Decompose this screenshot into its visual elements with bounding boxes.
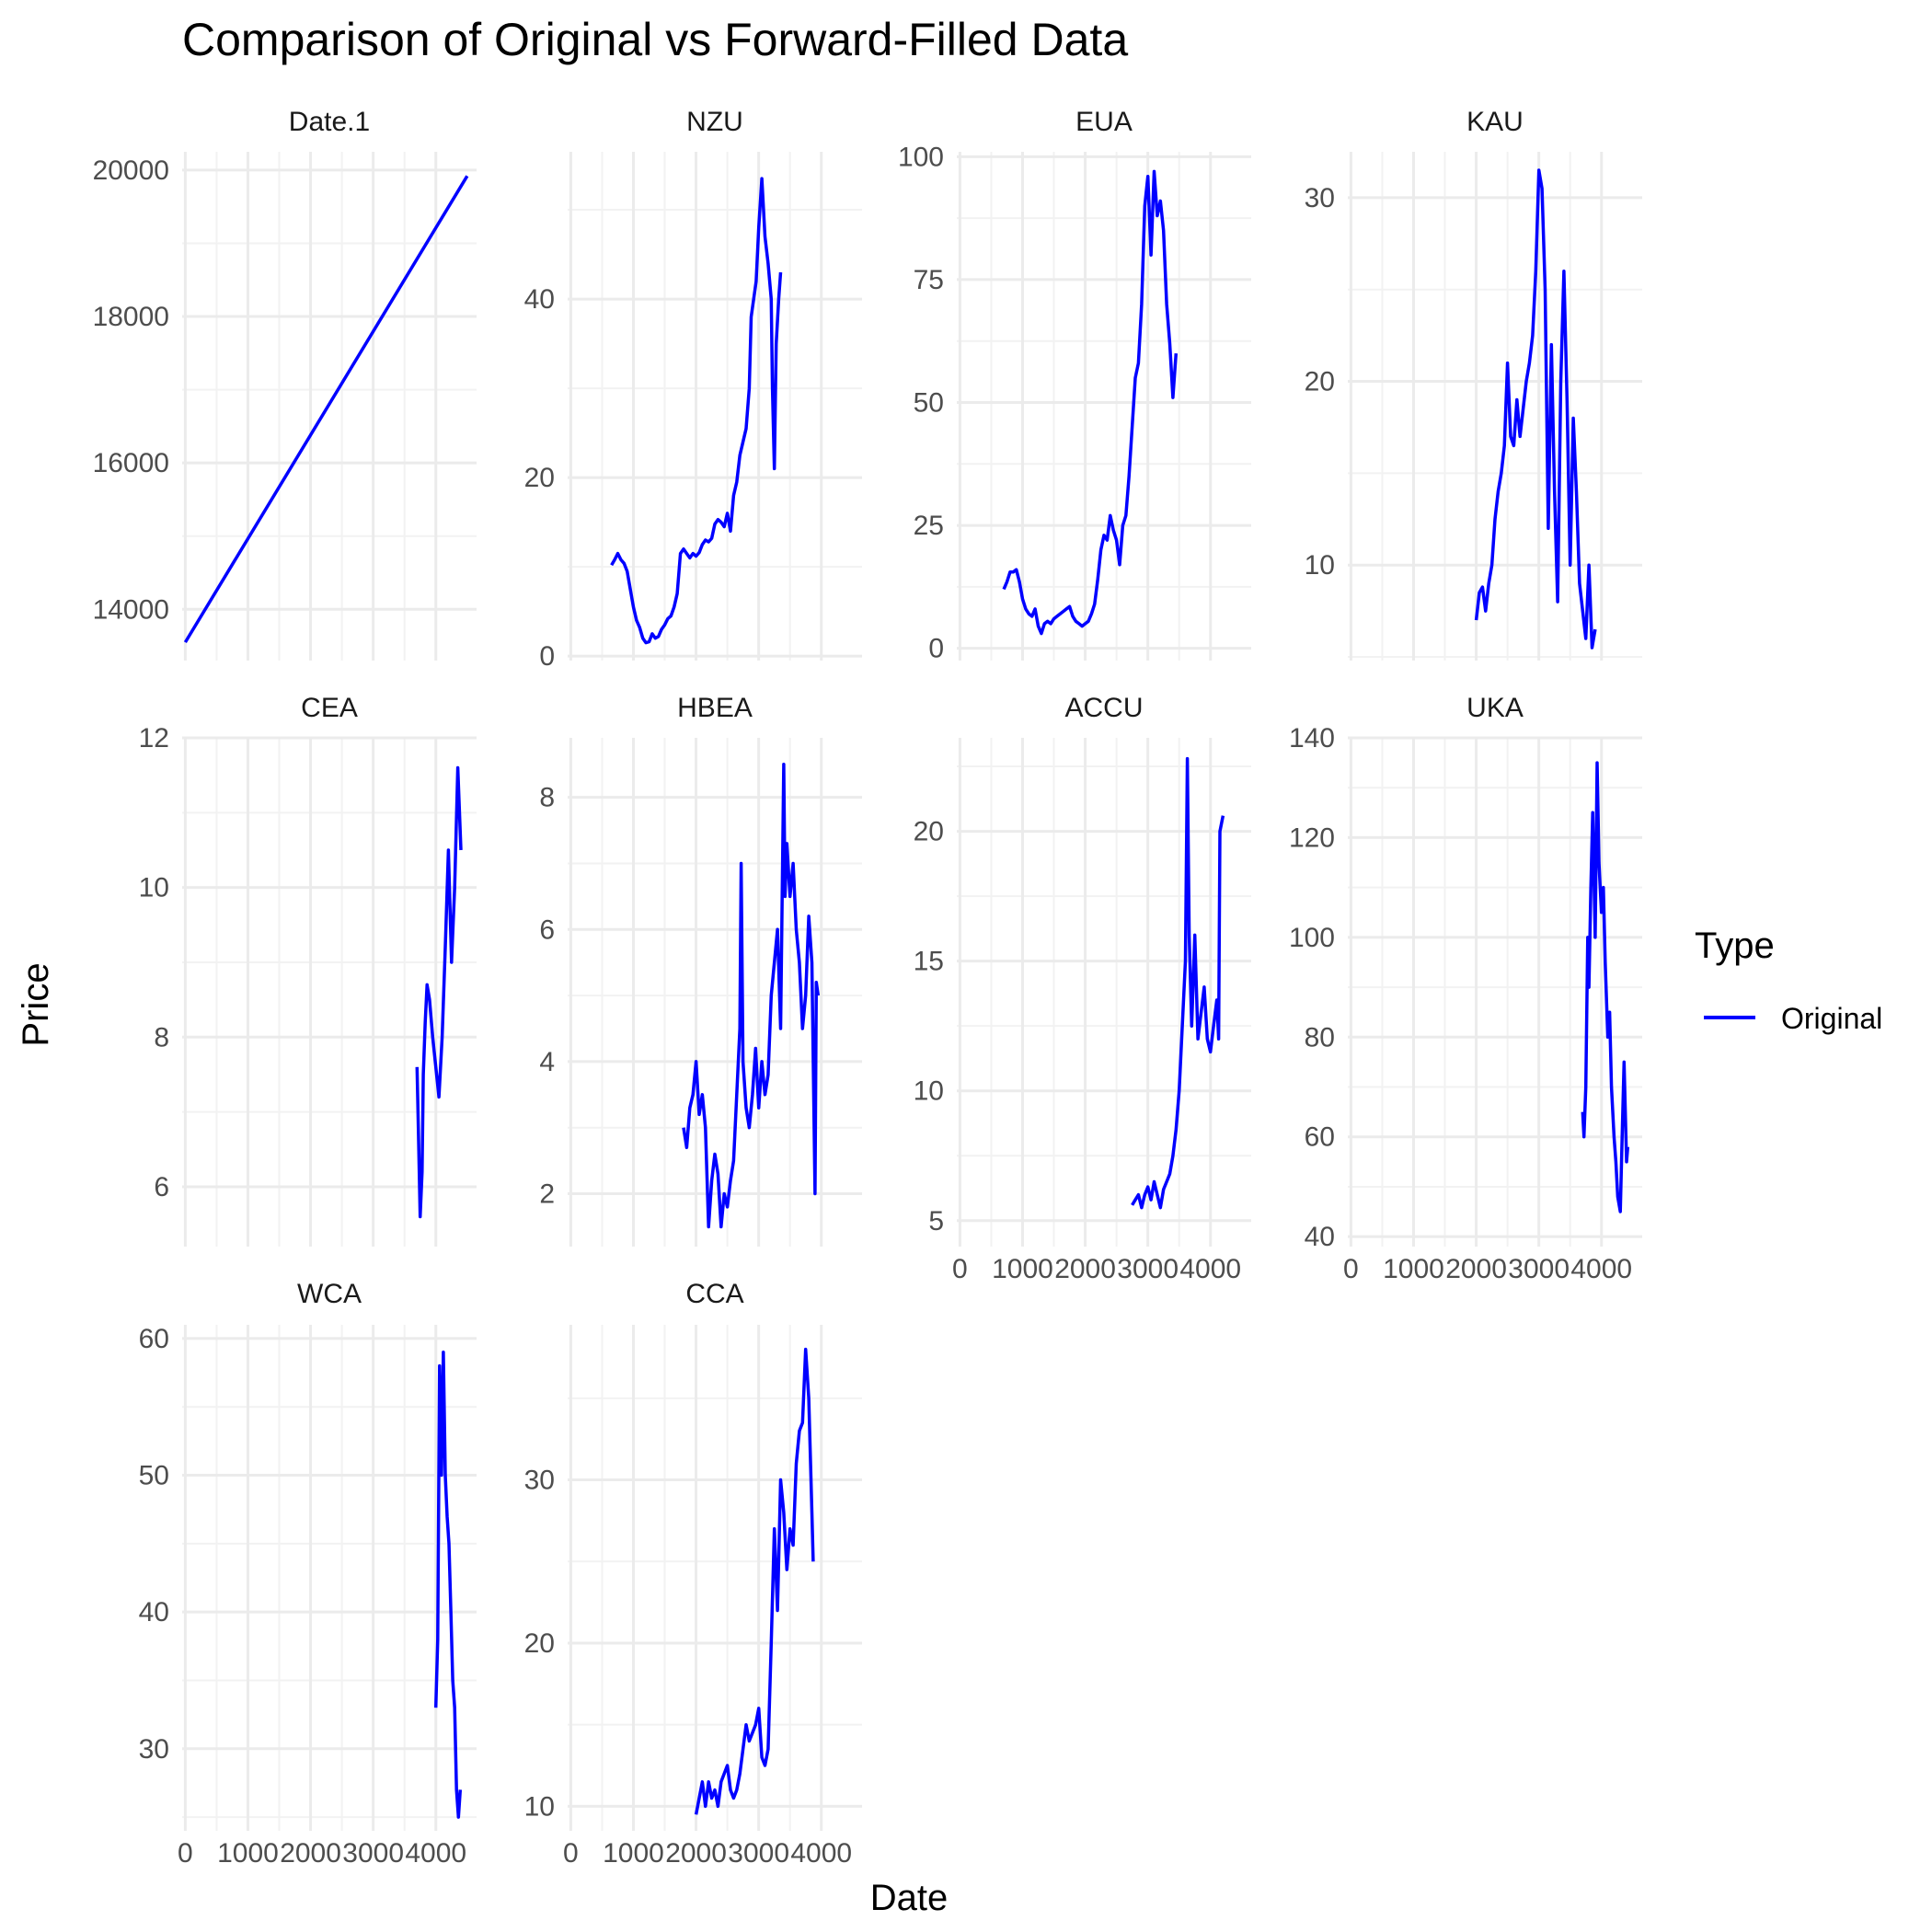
panel-cea: CEA 6 8 10 12	[139, 693, 477, 1247]
x-tick-label: 3000	[1508, 1254, 1570, 1284]
panel-nzu: NZU 0 20 40	[524, 107, 862, 672]
y-tick-label: 6	[539, 914, 555, 945]
panel-uka: UKA 40 60 80 100 120 140	[1289, 693, 1642, 1252]
x-tick-label: 3000	[728, 1838, 789, 1869]
strip-label-wca: WCA	[297, 1279, 362, 1309]
y-tick-label: 30	[524, 1466, 555, 1496]
panel-date-1: Date.1 14000 16000 18000 20000	[93, 107, 477, 661]
panel-accu: ACCU 5 10 15 20	[914, 693, 1251, 1247]
series-line-accu	[1131, 756, 1225, 1210]
y-tick-label: 75	[914, 265, 944, 295]
x-tick-label: 4000	[405, 1838, 466, 1869]
legend-label-original: Original	[1781, 1002, 1882, 1035]
x-tick-label: 4000	[1179, 1254, 1241, 1284]
strip-label-cca: CCA	[685, 1279, 743, 1309]
y-tick-label: 10	[914, 1076, 944, 1107]
y-tick-label: 20	[914, 817, 944, 847]
panel-eua: EUA 0 25 50 75 100	[898, 107, 1251, 664]
y-tick-label: 5	[928, 1206, 944, 1236]
y-tick-label: 4	[539, 1047, 555, 1077]
series-line-date-1	[183, 175, 469, 644]
x-tick-label: 1000	[992, 1254, 1053, 1284]
y-tick-label: 60	[139, 1324, 169, 1354]
y-tick-label: 2	[539, 1179, 555, 1210]
x-tick-label: 3000	[342, 1838, 404, 1869]
y-tick-label: 15	[914, 947, 944, 977]
strip-label-accu: ACCU	[1064, 693, 1143, 723]
series-line-wca	[433, 1350, 463, 1819]
x-tick-label: 1000	[603, 1838, 664, 1869]
y-tick-label: 80	[1305, 1022, 1335, 1052]
y-tick-label: 30	[1305, 183, 1335, 213]
y-axis-title: Price	[16, 962, 56, 1046]
y-tick-label: 50	[914, 387, 944, 418]
x-tick-label: 1000	[1383, 1254, 1444, 1284]
y-tick-label: 8	[539, 783, 555, 813]
legend: Type Original	[1695, 926, 1882, 1035]
strip-label-cea: CEA	[301, 693, 358, 723]
series-line-hbea	[682, 762, 821, 1229]
y-tick-label: 40	[1305, 1222, 1335, 1252]
series-line-eua	[1002, 169, 1179, 636]
panel-kau: KAU 10 20 30	[1305, 107, 1642, 661]
y-tick-label: 8	[154, 1022, 169, 1052]
x-tick-label: 2000	[1445, 1254, 1507, 1284]
y-tick-label: 10	[139, 873, 169, 903]
series-line-cca	[694, 1347, 815, 1815]
y-tick-label: 16000	[93, 448, 169, 478]
x-axis-title: Date	[870, 1878, 949, 1918]
strip-label-eua: EUA	[1075, 107, 1133, 137]
strip-label-uka: UKA	[1466, 693, 1524, 723]
legend-title: Type	[1695, 926, 1775, 966]
y-tick-label: 14000	[93, 594, 169, 625]
y-tick-label: 30	[139, 1734, 169, 1765]
x-tick-label: 2000	[280, 1838, 341, 1869]
y-tick-label: 20	[524, 463, 555, 493]
y-tick-label: 40	[139, 1597, 169, 1627]
series-line-cea	[415, 765, 463, 1219]
panel-hbea: HBEA 2 4 6 8	[539, 693, 862, 1247]
y-tick-label: 20	[1305, 367, 1335, 397]
series-line-uka	[1581, 761, 1630, 1213]
y-tick-label: 140	[1289, 723, 1335, 753]
y-tick-label: 12	[139, 723, 169, 753]
strip-label-kau: KAU	[1466, 107, 1524, 137]
y-tick-label: 20	[524, 1628, 555, 1659]
y-tick-label: 0	[928, 634, 944, 664]
x-tick-label: 2000	[665, 1838, 727, 1869]
x-tick-label: 0	[178, 1838, 193, 1869]
y-tick-label: 25	[914, 511, 944, 541]
panel-wca: WCA 30 40 50 60	[139, 1279, 477, 1831]
y-tick-label: 60	[1305, 1122, 1335, 1153]
y-tick-label: 40	[524, 284, 555, 315]
x-tick-label: 0	[952, 1254, 968, 1284]
strip-label-date-1: Date.1	[289, 107, 370, 137]
y-tick-label: 10	[524, 1791, 555, 1822]
x-tick-label: 3000	[1117, 1254, 1179, 1284]
facet-panels: Date.114000160001800020000NZU02040EUA025…	[93, 107, 1642, 1869]
y-tick-label: 100	[898, 142, 944, 172]
y-tick-label: 18000	[93, 302, 169, 332]
strip-label-hbea: HBEA	[677, 693, 753, 723]
y-tick-label: 0	[539, 641, 555, 672]
x-tick-label: 0	[1343, 1254, 1359, 1284]
y-tick-label: 6	[154, 1172, 169, 1202]
y-tick-label: 50	[139, 1461, 169, 1491]
series-line-kau	[1474, 168, 1597, 650]
chart-title: Comparison of Original vs Forward-Filled…	[182, 14, 1128, 65]
y-tick-label: 100	[1289, 923, 1335, 953]
x-tick-label: 0	[563, 1838, 579, 1869]
x-tick-label: 1000	[217, 1838, 279, 1869]
x-tick-label: 4000	[1570, 1254, 1632, 1284]
strip-label-nzu: NZU	[686, 107, 743, 137]
panel-cca: CCA 10 20 30	[524, 1279, 862, 1831]
y-tick-label: 10	[1305, 550, 1335, 581]
series-line-nzu	[610, 177, 783, 645]
y-tick-label: 120	[1289, 822, 1335, 853]
x-tick-label: 4000	[790, 1838, 852, 1869]
y-tick-label: 20000	[93, 155, 169, 186]
x-tick-label: 2000	[1054, 1254, 1116, 1284]
